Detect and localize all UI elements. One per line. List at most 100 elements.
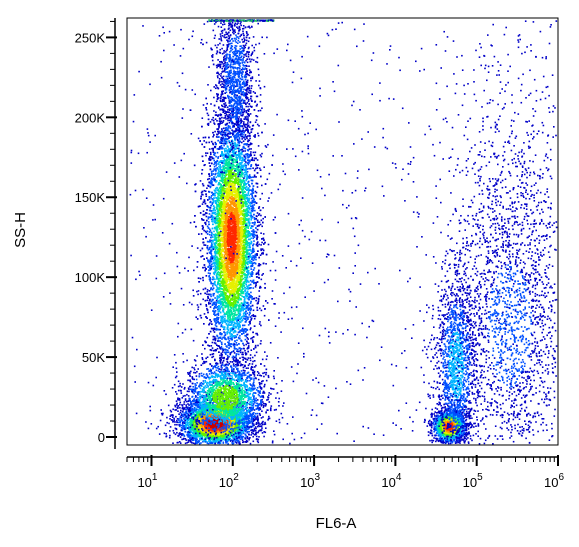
data-point	[216, 297, 219, 300]
data-point	[215, 319, 218, 322]
data-point	[246, 168, 249, 170]
data-point	[239, 329, 242, 332]
data-point	[236, 196, 238, 199]
data-point	[225, 36, 228, 39]
data-point	[210, 345, 213, 347]
data-point	[211, 341, 214, 344]
data-point	[221, 109, 224, 111]
data-point	[241, 261, 244, 263]
data-point	[240, 152, 243, 155]
data-point	[213, 110, 215, 112]
data-point	[244, 264, 247, 267]
data-point	[216, 234, 218, 237]
data-point	[218, 275, 221, 277]
data-point	[259, 109, 262, 112]
data-point	[214, 258, 216, 261]
data-point	[214, 336, 216, 338]
data-point	[249, 328, 252, 331]
data-point	[252, 151, 255, 154]
data-point	[208, 233, 211, 236]
data-point	[232, 273, 235, 275]
data-point	[215, 172, 217, 175]
data-point	[220, 249, 223, 252]
data-point	[210, 231, 213, 234]
data-point	[250, 193, 252, 195]
data-point	[229, 247, 232, 250]
data-point	[220, 216, 223, 219]
data-point	[242, 127, 245, 130]
data-point	[230, 310, 233, 313]
data-point	[221, 322, 224, 325]
data-point	[239, 309, 242, 312]
data-point	[226, 80, 228, 82]
data-point	[240, 207, 243, 210]
data-point	[204, 190, 207, 192]
data-point	[233, 273, 236, 276]
data-point	[259, 285, 261, 288]
data-point	[264, 282, 266, 285]
data-point	[219, 258, 222, 261]
data-point	[226, 377, 229, 380]
data-point	[235, 317, 238, 319]
data-point	[239, 326, 241, 328]
data-point	[262, 253, 264, 255]
data-point	[252, 167, 254, 169]
data-point	[200, 317, 203, 319]
data-point	[251, 196, 254, 199]
data-point	[247, 345, 250, 347]
data-point	[202, 210, 205, 212]
data-point	[230, 191, 232, 193]
data-point	[203, 244, 205, 246]
data-point	[240, 223, 242, 226]
data-point	[232, 174, 235, 177]
data-point	[250, 268, 252, 270]
data-point	[236, 290, 239, 292]
data-point	[231, 200, 234, 202]
data-point	[212, 293, 215, 296]
data-point	[251, 230, 253, 232]
data-point	[263, 166, 265, 168]
data-point	[267, 200, 269, 202]
data-point	[235, 241, 237, 244]
data-point	[210, 153, 212, 156]
data-point	[240, 306, 243, 309]
data-point	[227, 318, 229, 320]
data-point	[247, 190, 250, 193]
data-point	[218, 255, 221, 257]
data-point	[214, 297, 216, 299]
data-point	[253, 257, 256, 260]
data-point	[210, 295, 212, 298]
data-point	[244, 216, 246, 219]
data-point	[254, 121, 257, 123]
data-point	[239, 213, 242, 215]
data-point	[246, 251, 249, 254]
data-point	[231, 196, 234, 198]
data-point	[208, 301, 210, 304]
data-point	[240, 348, 243, 350]
data-point	[240, 114, 243, 117]
data-point	[248, 224, 251, 227]
data-point	[206, 247, 209, 250]
data-point	[232, 177, 234, 180]
data-point	[250, 252, 253, 255]
data-point	[215, 136, 218, 138]
data-point	[255, 272, 258, 275]
data-point	[257, 241, 259, 243]
data-point	[217, 221, 219, 223]
data-point	[214, 209, 217, 211]
data-point	[247, 119, 249, 121]
data-point	[244, 184, 247, 186]
data-point	[207, 217, 210, 220]
data-point	[271, 298, 273, 300]
data-point	[216, 167, 218, 169]
data-point	[217, 243, 220, 245]
data-point	[236, 261, 238, 263]
data-point	[234, 161, 236, 164]
data-point	[251, 208, 254, 211]
data-point	[247, 201, 250, 204]
data-point	[219, 359, 221, 362]
data-point	[229, 116, 231, 119]
data-point	[212, 265, 215, 268]
data-point	[253, 154, 256, 156]
data-point	[241, 153, 243, 156]
